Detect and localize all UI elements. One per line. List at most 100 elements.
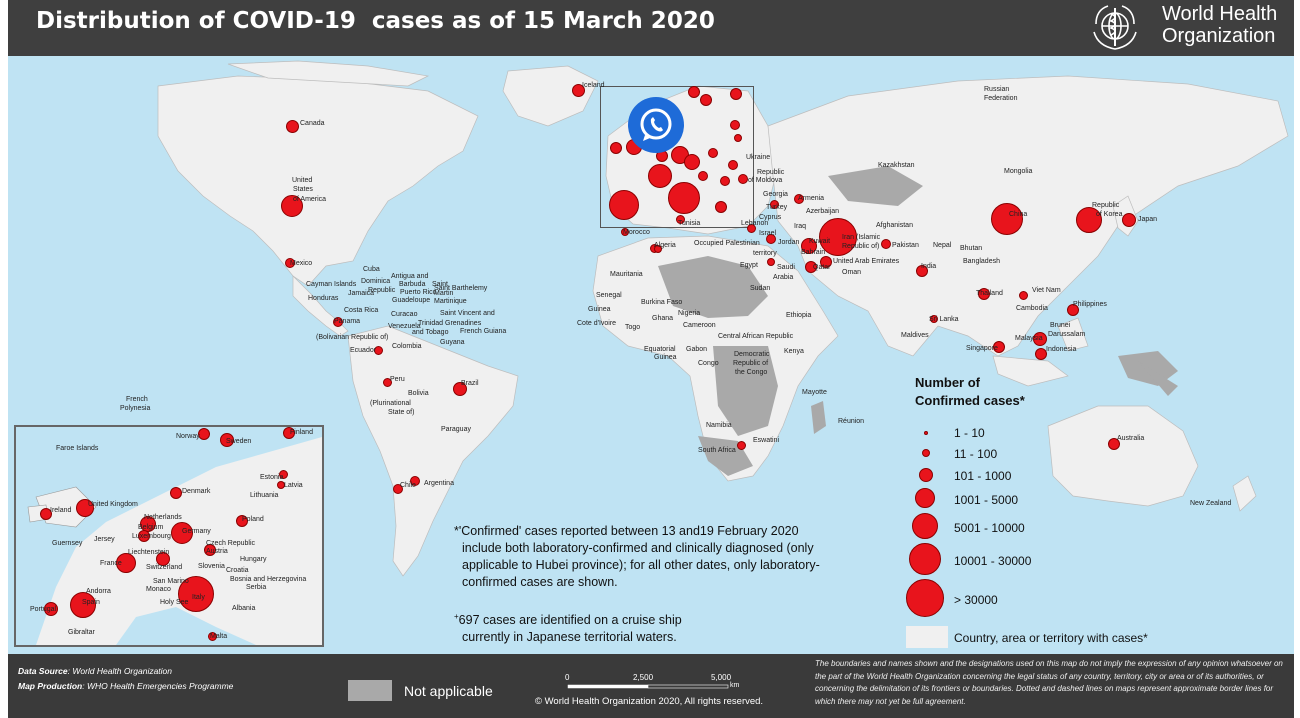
map-label: Martin xyxy=(434,290,454,297)
map-label: Antigua and xyxy=(391,273,429,280)
case-bubble xyxy=(698,171,708,181)
case-bubble xyxy=(453,382,467,396)
map-label: Arabia xyxy=(773,274,794,281)
not-applicable-label: Not applicable xyxy=(404,683,493,699)
map-label: Philippines xyxy=(1073,301,1107,308)
inset-case-bubble xyxy=(198,428,210,440)
inset-case-bubble xyxy=(44,602,58,616)
map-label: State of) xyxy=(388,409,415,416)
case-bubble xyxy=(737,441,746,450)
inset-label: Estonia xyxy=(260,474,284,481)
note-line: *'Confirmed' cases reported between 13 a… xyxy=(454,524,799,538)
data-source: Data Source: World Health Organization xyxy=(18,666,172,676)
legend-bubble xyxy=(906,579,944,617)
map-label: Saudi xyxy=(777,264,795,271)
map-label: Viet Nam xyxy=(1032,287,1061,294)
map-label: Bhutan xyxy=(960,245,983,252)
legend-range: 1001 - 5000 xyxy=(954,493,1019,507)
map-label: India xyxy=(921,263,937,270)
map-label: Kuwait xyxy=(809,238,831,245)
case-bubble xyxy=(1067,304,1079,316)
who-emblem-icon xyxy=(1093,5,1137,50)
map-label: Kazakhstan xyxy=(878,162,915,169)
map-label: Darussalam xyxy=(1048,331,1086,338)
inset-case-bubble xyxy=(138,530,150,542)
map-label: Qatar xyxy=(813,264,831,271)
map-label: Israel xyxy=(759,230,777,237)
note-line: include both laboratory-confirmed and cl… xyxy=(462,541,814,555)
map-label: Afghanistan xyxy=(876,222,913,229)
map-label: Sudan xyxy=(750,285,771,292)
map-label: Martinique xyxy=(434,298,467,305)
inset-case-bubble xyxy=(277,481,285,489)
inset-label: Denmark xyxy=(182,488,211,495)
who-name-line2: Organization xyxy=(1162,25,1276,47)
map-label: Republic of) xyxy=(842,243,880,250)
case-bubble xyxy=(654,245,662,253)
inset-label: Luxembourg xyxy=(132,533,171,540)
case-bubble xyxy=(991,203,1023,235)
inset-label: Croatia xyxy=(226,567,249,574)
scale-tick-1: 2,500 xyxy=(633,673,654,682)
map-label: of Korea xyxy=(1096,211,1123,218)
europe-focus-box xyxy=(600,86,754,228)
map-production: Map Production: WHO Health Emergencies P… xyxy=(18,681,233,691)
world-map: Canada United States of America Mexico C… xyxy=(8,56,1294,654)
map-label: Singapore xyxy=(966,345,998,352)
map-label: Mongolia xyxy=(1004,168,1033,175)
map-label: (Bolivarian Republic of) xyxy=(316,334,389,341)
whatsapp-icon[interactable] xyxy=(628,97,684,153)
map-label: Namibia xyxy=(706,422,732,429)
map-label: Nigeria xyxy=(678,310,701,317)
map-label: Egypt xyxy=(740,262,758,269)
case-bubble xyxy=(374,346,383,355)
inset-label: Austria xyxy=(206,548,228,555)
map-label: Cote d'Ivoire xyxy=(577,320,617,327)
scale-tick-0: 0 xyxy=(565,673,570,682)
map-label: Thailand xyxy=(976,290,1003,297)
inset-case-bubble xyxy=(171,522,193,544)
map-label: Ecuador xyxy=(350,347,377,354)
inset-case-bubble xyxy=(156,552,170,566)
inset-label: France xyxy=(100,560,122,567)
map-label: China xyxy=(1009,211,1028,218)
inset-label: Lithuania xyxy=(250,492,279,499)
legend-title-line2: Confirmed cases* xyxy=(915,393,1025,408)
legend-range: 10001 - 30000 xyxy=(954,554,1032,568)
map-label: Tunisia xyxy=(678,220,701,227)
data-source-label: Data Source xyxy=(18,666,68,676)
map-label: Argentina xyxy=(424,480,454,487)
case-bubble xyxy=(286,120,299,133)
case-bubble xyxy=(610,142,622,154)
case-bubble xyxy=(648,164,672,188)
disclaimer: The boundaries and names shown and the d… xyxy=(815,659,1283,706)
legend-range: 11 - 100 xyxy=(954,447,998,461)
cruise-ship-note: +697 cases are identified on a cruise sh… xyxy=(454,608,682,646)
inset-case-bubble xyxy=(279,470,288,479)
europe-inset xyxy=(14,425,324,647)
inset-label: Faroe Islands xyxy=(56,445,99,452)
map-label: Costa Rica xyxy=(344,307,379,314)
case-bubble xyxy=(801,238,817,254)
case-bubble xyxy=(730,88,742,100)
map-label: Cuba xyxy=(363,266,380,273)
case-bubble xyxy=(738,174,748,184)
case-bubble xyxy=(978,288,990,300)
case-bubble xyxy=(820,256,832,268)
inset-label: Czech Republic xyxy=(206,540,256,547)
map-label: Guadeloupe xyxy=(392,297,431,304)
map-label: United Arab Emirates xyxy=(833,258,900,265)
map-label: Morocco xyxy=(623,229,650,236)
inset-label: Norway xyxy=(176,433,200,440)
map-label: Panama xyxy=(334,318,361,325)
map-label: Peru xyxy=(390,376,405,383)
map-label: Venezuela xyxy=(388,323,421,330)
map-label: Republic xyxy=(368,287,396,294)
legend-cases-swatch xyxy=(906,626,948,648)
case-bubble xyxy=(393,484,403,494)
map-label: Cameroon xyxy=(683,322,716,329)
inset-label: Liechtenstein xyxy=(128,549,170,556)
map-label: Turkey xyxy=(766,204,788,211)
inset-case-bubble xyxy=(236,515,248,527)
data-source-value: : World Health Organization xyxy=(67,666,173,676)
